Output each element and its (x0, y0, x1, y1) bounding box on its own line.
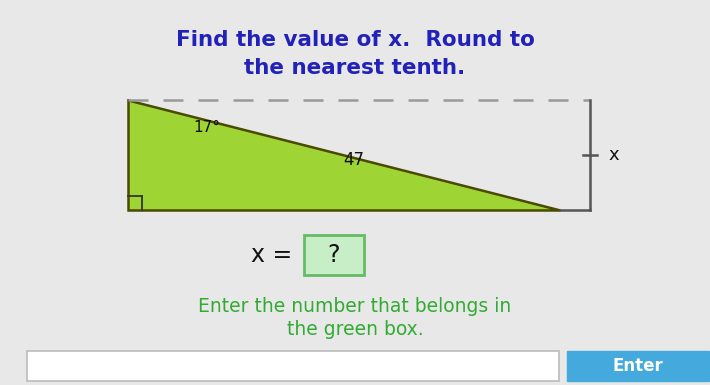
Text: 17°: 17° (193, 120, 220, 135)
Text: Enter: Enter (613, 357, 663, 375)
Text: x: x (608, 146, 618, 164)
Text: the nearest tenth.: the nearest tenth. (244, 58, 466, 78)
Text: 47: 47 (344, 151, 364, 169)
Text: the green box.: the green box. (287, 320, 423, 339)
FancyBboxPatch shape (27, 351, 559, 381)
Text: x =: x = (251, 243, 300, 267)
Polygon shape (128, 100, 560, 210)
Text: Enter the number that belongs in: Enter the number that belongs in (198, 297, 512, 316)
Text: Find the value of x.  Round to: Find the value of x. Round to (175, 30, 535, 50)
Text: ?: ? (328, 243, 340, 267)
FancyBboxPatch shape (567, 351, 709, 381)
FancyBboxPatch shape (304, 235, 364, 275)
